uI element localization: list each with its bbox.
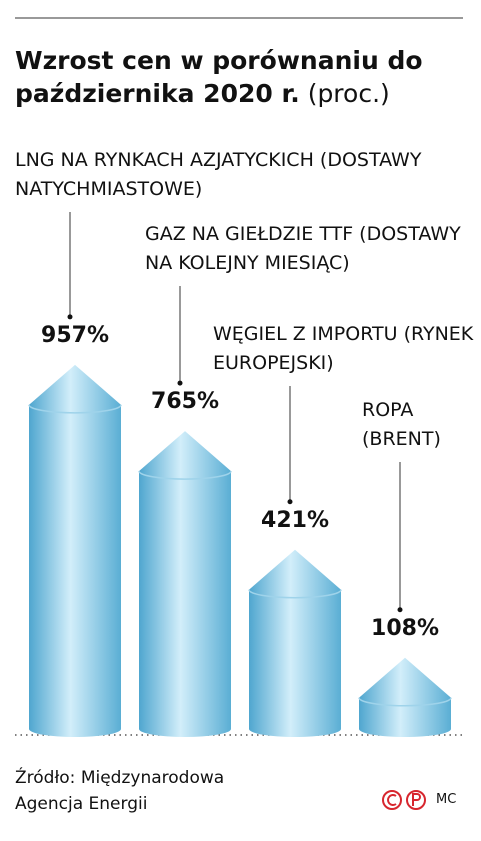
source: Źródło: Międzynarodowa Agencja Energii <box>15 768 225 814</box>
leader-dot <box>287 499 293 505</box>
bar <box>359 657 451 737</box>
cone-rim <box>358 697 452 707</box>
bar <box>249 549 341 737</box>
credit: MC <box>436 792 457 807</box>
category-label: LNG NA RYNKACH AZJATYCKICH (DOSTAWY NATY… <box>15 149 422 200</box>
chart-subtitle: (proc.) <box>307 79 390 108</box>
category-label: ROPA (BRENT) <box>362 399 441 450</box>
cone-rim <box>248 589 342 599</box>
title: Wzrost cen w porównaniu do października … <box>15 44 470 110</box>
value-label: 957% <box>41 322 109 348</box>
category-label: GAZ NA GIEŁDZIE TTF (DOSTAWY NA KOLEJNY … <box>145 223 461 274</box>
category-label: WĘGIEL Z IMPORTU (RYNEK EUROPEJSKI) <box>213 323 474 374</box>
leader-dot <box>177 380 183 386</box>
cone-rim <box>138 470 232 480</box>
leader-dot <box>67 314 73 320</box>
rights-icons <box>382 790 426 810</box>
value-label: 765% <box>151 389 219 415</box>
leader-dot <box>397 607 403 613</box>
value-label: 421% <box>261 507 329 533</box>
bar <box>139 431 231 737</box>
cone-rim <box>28 404 122 414</box>
bar <box>29 364 121 737</box>
chart-title: Wzrost cen w porównaniu do października … <box>15 46 423 108</box>
value-label: 108% <box>371 615 439 641</box>
